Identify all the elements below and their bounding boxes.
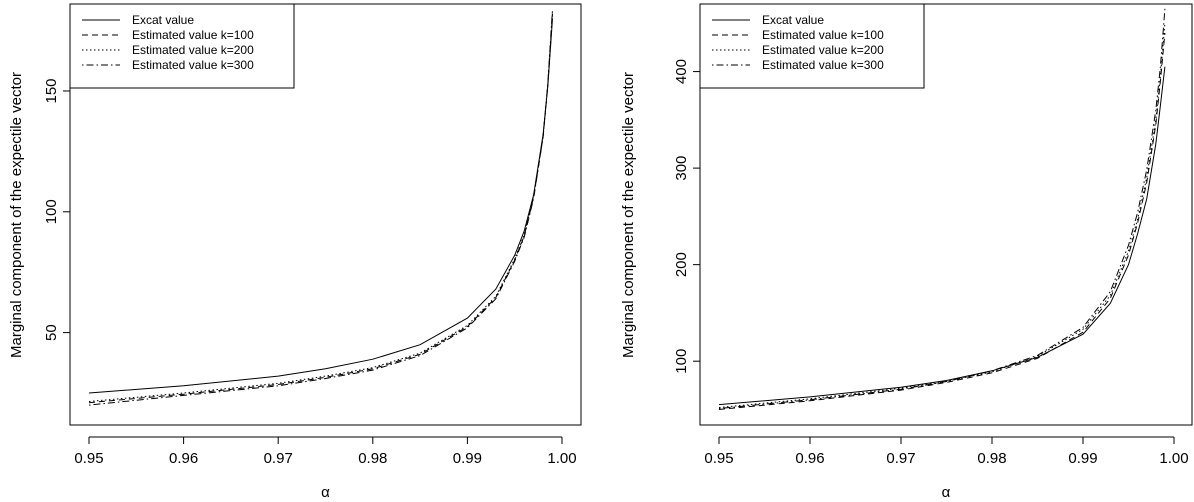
x-tick-label: 0.96 <box>169 450 198 467</box>
legend-label: Estimated value k=300 <box>132 58 254 72</box>
left-chart-panel: 0.95 0.96 0.97 0.98 0.99 1.00 50 100 150 α Margina… <box>8 3 582 501</box>
series-line-3 <box>718 23 1166 408</box>
y-tick-label: 300 <box>673 156 690 181</box>
legend-label: Estimated value k=300 <box>762 58 884 72</box>
y-tick-label: 100 <box>673 349 690 374</box>
left-chart: 0.95 0.96 0.97 0.98 0.99 1.00 50 100 150 α Margina… <box>8 3 582 501</box>
x-axis-title: α <box>942 484 951 501</box>
series-line-4 <box>88 8 553 406</box>
legend-label: Estimated value k=100 <box>132 28 254 42</box>
x-tick-label: 0.97 <box>264 450 293 467</box>
legend-box <box>699 3 925 89</box>
x-tick-label: 0.98 <box>977 450 1006 467</box>
series-line-2 <box>718 32 1166 410</box>
x-tick-label: 0.99 <box>453 450 482 467</box>
legend-label: Excat value <box>132 13 194 27</box>
legend-label: Excat value <box>762 13 824 27</box>
x-tick-label: 0.97 <box>886 450 915 467</box>
legend-label: Estimated value k=200 <box>132 43 254 57</box>
plot-box <box>69 3 582 426</box>
right-chart-panel: 0.95 0.96 0.97 0.98 0.99 1.00 100 200 300 400 α Mar… <box>612 0 1194 502</box>
series-line-1 <box>718 66 1166 406</box>
x-tick-label: 0.95 <box>74 450 103 467</box>
right-chart: 0.95 0.96 0.97 0.98 0.99 1.00 100 200 300 400 α Mar… <box>620 3 1193 501</box>
x-tick-label: 0.95 <box>704 450 733 467</box>
legend-label: Estimated value k=100 <box>762 28 884 42</box>
x-tick-label: 1.00 <box>547 450 576 467</box>
series-line-2 <box>88 13 553 404</box>
x-axis-title: α <box>321 484 330 501</box>
y-tick-label: 200 <box>673 252 690 277</box>
x-tick-label: 0.98 <box>358 450 387 467</box>
y-tick-label: 150 <box>43 78 60 103</box>
x-tick-label: 1.00 <box>1159 450 1188 467</box>
y-axis-title: Marginal component of the expectile vect… <box>8 72 25 358</box>
y-axis-title: Marginal component of the expectile vect… <box>620 72 637 358</box>
series-line-4 <box>718 8 1166 409</box>
y-tick-label: 400 <box>673 59 690 84</box>
y-tick-label: 100 <box>43 199 60 224</box>
plot-box <box>699 3 1193 426</box>
legend-box <box>69 3 295 89</box>
y-tick-label: 50 <box>43 324 60 341</box>
x-tick-label: 0.96 <box>795 450 824 467</box>
legend-label: Estimated value k=200 <box>762 43 884 57</box>
x-tick-label: 0.99 <box>1068 450 1097 467</box>
